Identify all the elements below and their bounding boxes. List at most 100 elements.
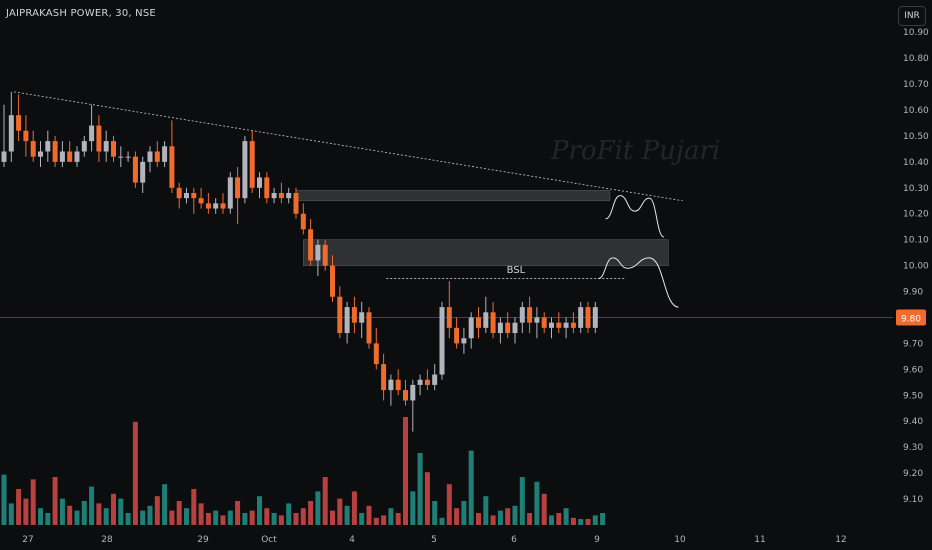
volume-bar [59,498,65,525]
volume-bar [271,513,277,525]
volume-bar [45,513,51,525]
candle-body [235,177,241,199]
candle-body [81,141,87,152]
y-tick-label: 9.50 [903,391,923,401]
y-tick-label: 10.10 [903,236,929,246]
candle-body [103,141,109,152]
volume-bar [366,505,372,525]
volume-bar [38,508,43,525]
x-tick-label: 29 [197,535,209,545]
volume-bar [512,505,518,525]
candle-body [432,374,438,385]
candle-body [205,203,211,209]
candle-body [8,115,14,152]
candle-body [16,115,22,131]
volume-bar [570,517,576,525]
volume-layer [1,417,606,525]
candle-body [74,151,80,162]
candle-body [38,151,43,157]
candle-body [476,317,481,328]
y-tick-label: 10.50 [903,132,929,142]
y-axis[interactable]: 10.90 10.80 10.70 10.60 10.50 10.40 10.30 10.20… [893,0,932,550]
volume-bar [140,510,146,525]
volume-bar [527,513,533,525]
y-axis-background [893,0,932,550]
volume-bar [227,510,233,525]
volume-bar [424,472,430,525]
candle-body [454,327,460,344]
supply-zone [295,190,611,202]
candle-body [315,244,321,261]
volume-bar [81,501,87,525]
candle-body [278,192,284,199]
volume-bar [213,510,219,525]
candle-body [118,156,124,158]
volume-bar [432,501,438,525]
volume-bar [162,484,168,525]
trend-line [13,91,683,202]
volume-bar [154,496,160,525]
candle-body [198,198,204,204]
volume-bar [176,501,182,525]
volume-bar [373,517,379,525]
volume-bar [147,505,153,525]
y-tick-label: 10.40 [903,158,929,168]
candle-body [271,192,277,199]
volume-bar [600,513,606,525]
candles-layer [1,91,598,432]
volume-bar [67,505,73,525]
candle-body [388,379,394,391]
last-price-tag [896,309,926,326]
candle-body [249,141,255,188]
volume-bar [16,489,22,525]
volume-bar [30,479,36,525]
volume-bar [198,503,204,525]
candle-body [184,192,189,199]
candle-body [424,379,430,385]
projection-path [598,257,679,308]
symbol-label[interactable]: JAIPRAKASH POWER, 30, NSE [6,8,156,19]
candle-body [59,151,65,162]
volume-bar [497,510,503,525]
candle-body [111,141,116,157]
candle-body [534,317,540,323]
candle-body [410,384,416,401]
currency-button[interactable]: INR [898,6,926,26]
y-tick-label: 9.60 [903,365,923,375]
y-tick-label: 9.40 [903,417,923,427]
candle-body [213,203,219,209]
volume-bar [549,515,554,525]
candle-body [257,177,262,188]
zones-layer [0,190,893,318]
candle-body [556,322,562,328]
volume-bar [191,489,197,525]
candle-body [417,379,423,385]
volume-bar [541,493,547,525]
volume-bar [264,508,270,525]
watermark-text: ProFit Pujari [551,136,721,166]
volume-bar [96,503,102,525]
candle-body [147,151,153,162]
volume-bar [483,496,489,525]
candle-body [468,317,474,339]
candle-body [286,192,292,199]
x-tick-label: 10 [674,535,686,545]
volume-bar [403,417,408,525]
candle-body [140,161,146,183]
volume-bar [519,477,525,525]
candle-body [308,229,314,261]
candle-body [519,307,525,323]
x-axis[interactable]: 27 28 29 Oct 4 5 6 9 10 11 12 [22,535,846,545]
candle-body [125,156,131,158]
volume-bar [330,510,335,525]
volume-bar [563,508,569,525]
volume-bar [184,508,189,525]
x-tick-label: 27 [22,535,33,545]
candle-body [490,312,496,334]
volume-bar [337,498,343,525]
candle-body [483,312,489,328]
volume-bar [308,501,314,525]
volume-bar [359,513,365,525]
volume-bar [257,496,262,525]
